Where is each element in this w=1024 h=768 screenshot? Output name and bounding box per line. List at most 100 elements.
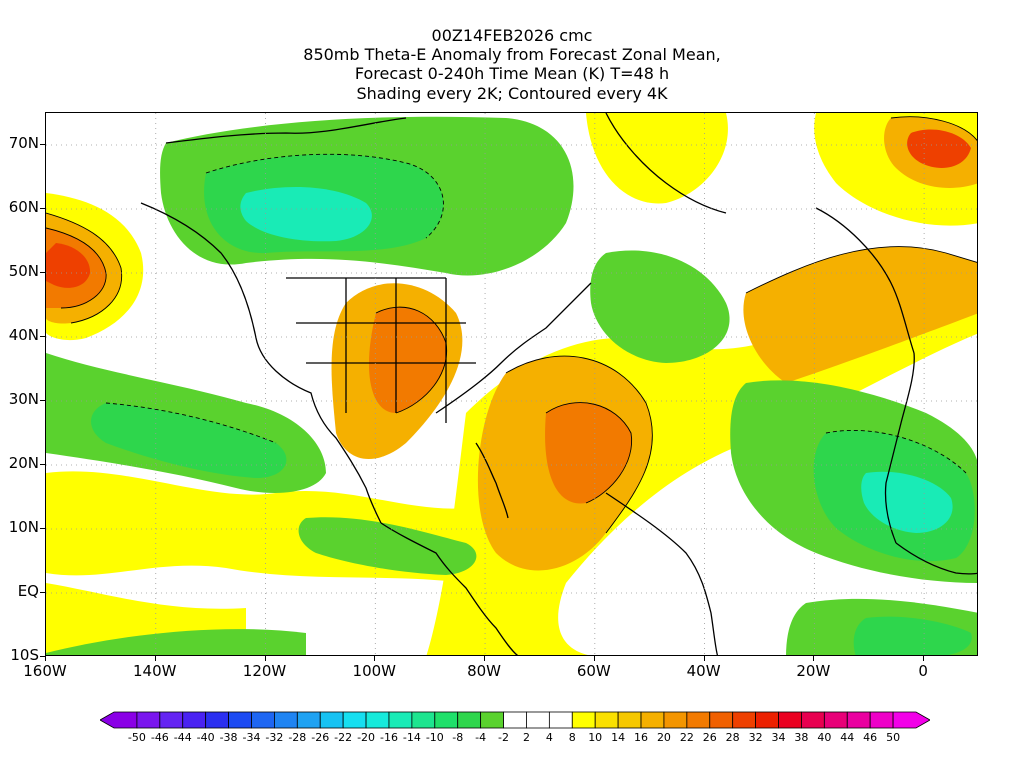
- coastline: [140, 202, 382, 524]
- colorbar-label: 44: [840, 731, 855, 744]
- latitude-tick: [40, 528, 45, 529]
- colorbar-segment: [571, 711, 596, 729]
- colorbar-label: 38: [794, 731, 809, 744]
- colorbar-segment: [365, 711, 390, 729]
- title-line-2: 850mb Theta-E Anomaly from Forecast Zona…: [303, 45, 721, 64]
- coastline: [475, 442, 509, 519]
- coastline: [605, 492, 719, 655]
- longitude-tick-label: 120W: [242, 662, 287, 680]
- longitude-tick: [813, 656, 815, 661]
- map-frame: [45, 112, 978, 656]
- colorbar-label: -4: [475, 731, 487, 744]
- colorbar-label: -8: [452, 731, 464, 744]
- colorbar-label: -50: [127, 731, 146, 744]
- colorbar-segment: [640, 711, 665, 729]
- anomaly-region: [46, 243, 91, 288]
- title-line-3: Forecast 0-240h Time Mean (K) T=48 h: [354, 64, 670, 83]
- contour-line: [890, 116, 977, 142]
- latitude-tick-label: 10N: [8, 518, 39, 536]
- latitude-tick-label: 50N: [8, 262, 39, 280]
- colorbar-segment: [686, 711, 711, 729]
- longitude-tick: [154, 656, 156, 661]
- colorbar-label: 20: [656, 731, 671, 744]
- longitude-tick-label: 20W: [796, 662, 831, 680]
- colorbar-segment: [480, 711, 504, 729]
- latitude-tick: [40, 336, 45, 337]
- longitude-tick-label: 160W: [23, 662, 67, 680]
- colorbar-segment: [869, 711, 894, 729]
- colorbar-segment: [319, 711, 344, 729]
- latitude-tick-label: 70N: [8, 134, 39, 152]
- colorbar-segment: [732, 711, 757, 729]
- colorbar-label: -16: [379, 731, 398, 744]
- colorbar-label: 4: [545, 731, 553, 744]
- colorbar-segment: [182, 711, 207, 729]
- colorbar-segment: [778, 711, 802, 729]
- colorbar-segment: [503, 711, 527, 729]
- longitude-tick: [45, 656, 46, 661]
- contour-line: [505, 355, 653, 534]
- longitude-tick-label: 100W: [352, 662, 397, 680]
- longitude-tick-label: 80W: [467, 662, 501, 680]
- colorbar-segment: [273, 711, 298, 729]
- title-line-1: 00Z14FEB2026 cmc: [431, 26, 593, 45]
- colorbar-label: 34: [771, 731, 786, 744]
- anomaly-region: [240, 187, 372, 242]
- colorbar-label: 40: [817, 731, 832, 744]
- anomaly-region: [91, 403, 287, 478]
- latitude-tick-label: 40N: [8, 326, 39, 344]
- colorbar-segment: [526, 711, 550, 729]
- latitude-tick-label: 10S: [10, 646, 39, 664]
- colorbar-label: -28: [288, 731, 307, 744]
- colorbar-label: 50: [886, 731, 901, 744]
- lat-lon-grid: [46, 113, 977, 655]
- colorbar-segment: [709, 711, 734, 729]
- colorbar-label: 26: [702, 731, 717, 744]
- colorbar-segment: [823, 711, 848, 729]
- coastline: [884, 352, 915, 544]
- latitude-tick: [40, 656, 45, 657]
- colorbar-label: 28: [725, 731, 740, 744]
- contour-line: [545, 402, 633, 504]
- contour-line: [205, 153, 444, 239]
- coastline: [815, 207, 915, 354]
- colorbar-segment: [755, 711, 779, 729]
- colorbar: [100, 711, 930, 729]
- colorbar-segment: [296, 711, 321, 729]
- anomaly-region: [590, 250, 730, 363]
- contour-line: [46, 212, 123, 324]
- colorbar-label: 8: [568, 731, 576, 744]
- latitude-tick: [40, 592, 45, 593]
- colorbar-segment: [388, 711, 413, 729]
- anomaly-map: [46, 113, 977, 655]
- colorbar-segment: [846, 711, 871, 729]
- colorbar-label: -46: [150, 731, 169, 744]
- coastline: [895, 542, 977, 575]
- colorbar-label: 46: [863, 731, 878, 744]
- anomaly-shading: [46, 113, 977, 655]
- colorbar-label: -40: [196, 731, 215, 744]
- colorbar-segment: [801, 711, 825, 729]
- anomaly-region: [368, 307, 447, 413]
- coastline: [380, 522, 519, 655]
- longitude-tick: [374, 656, 376, 661]
- latitude-tick: [40, 208, 45, 209]
- colorbar-segment: [594, 711, 619, 729]
- latitude-tick-label: EQ: [17, 582, 39, 600]
- colorbar-label: -26: [311, 731, 330, 744]
- colorbar-segment: [548, 711, 573, 729]
- longitude-tick: [923, 656, 925, 661]
- colorbar-segment: [251, 711, 275, 729]
- colorbar-label: 2: [522, 731, 530, 744]
- longitude-tick-label: 60W: [576, 662, 611, 680]
- colorbar-segment: [892, 711, 930, 729]
- contour-line: [46, 227, 107, 309]
- colorbar-segment: [663, 711, 688, 729]
- latitude-tick: [40, 272, 45, 273]
- contour-line: [745, 246, 977, 294]
- latitude-tick: [40, 144, 45, 145]
- colorbar-label: -44: [173, 731, 192, 744]
- colorbar-label: -38: [219, 731, 238, 744]
- longitude-tick: [703, 656, 705, 661]
- longitude-tick-label: 40W: [686, 662, 721, 680]
